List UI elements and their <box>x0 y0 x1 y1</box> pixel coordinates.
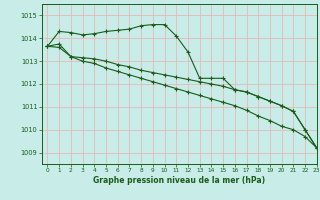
X-axis label: Graphe pression niveau de la mer (hPa): Graphe pression niveau de la mer (hPa) <box>93 176 265 185</box>
